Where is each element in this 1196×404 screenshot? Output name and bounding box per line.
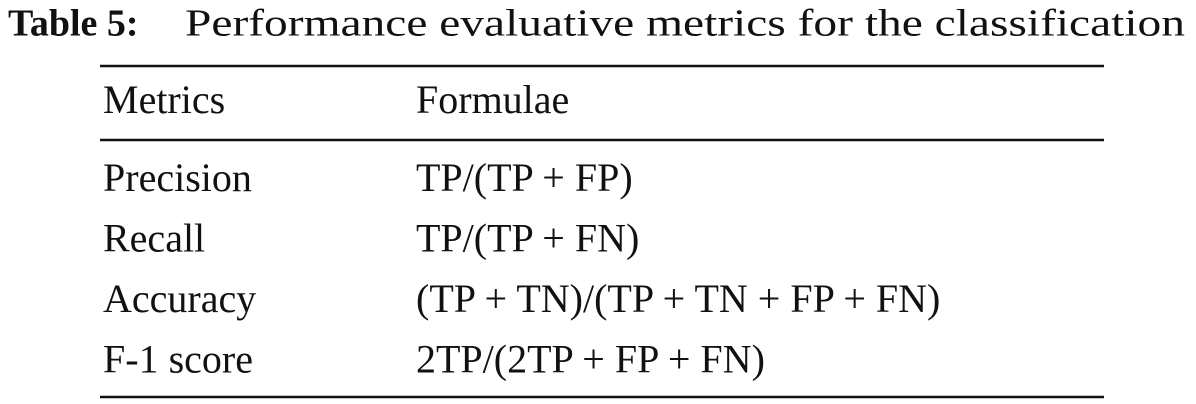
table-cell: 2TP/(2TP + FP + FN)	[416, 337, 765, 382]
table-cell: (TP + TN)/(TP + TN + FP + FN)	[416, 276, 940, 321]
table-cell: F-1 score	[103, 337, 253, 382]
table-cell: Accuracy	[103, 276, 256, 321]
header-cell: Formulae	[416, 77, 569, 122]
table-cell: Precision	[103, 155, 252, 200]
caption-text: Performance evaluative metrics for the c…	[185, 3, 1185, 45]
table-cell: TP/(TP + FP)	[416, 155, 633, 200]
table-cell: TP/(TP + FN)	[416, 216, 639, 261]
table-cell: Recall	[103, 216, 205, 261]
header-cell: Metrics	[103, 77, 225, 122]
caption-label: Table 5:	[8, 3, 139, 45]
